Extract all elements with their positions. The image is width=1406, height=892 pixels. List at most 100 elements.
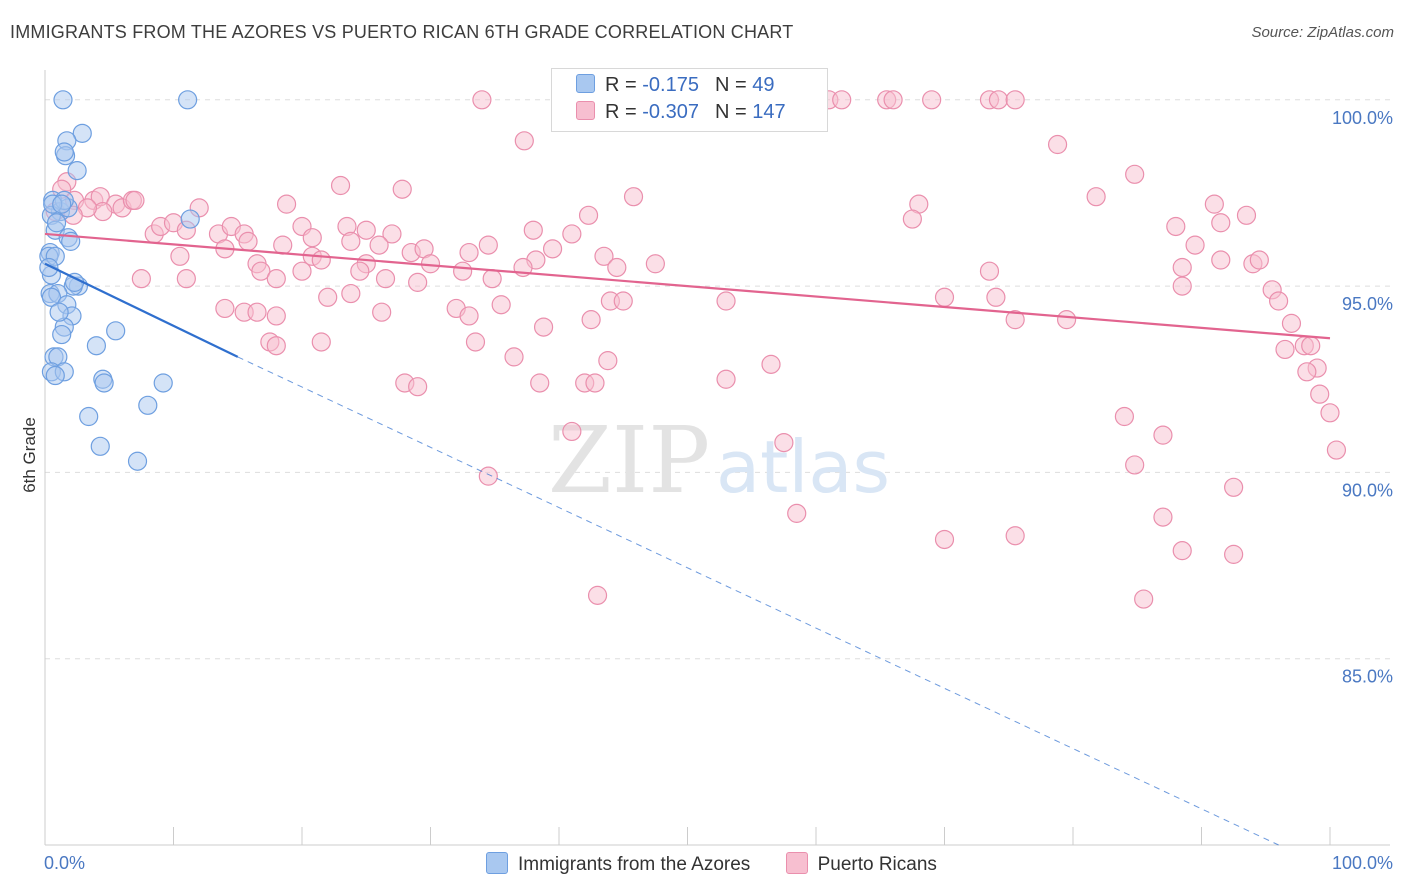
puerto-ricans-point-75 xyxy=(979,261,1000,281)
puerto-ricans-point-83 xyxy=(266,269,286,289)
puerto-ricans-point-145 xyxy=(1172,541,1192,561)
trend-lines xyxy=(44,232,1331,846)
puerto-ricans-point-114 xyxy=(266,336,286,356)
puerto-ricans-point-141 xyxy=(787,503,807,523)
azores-point-39 xyxy=(138,395,158,415)
puerto-ricans-point-26 xyxy=(276,194,297,214)
puerto-ricans-point-14 xyxy=(330,175,351,196)
puerto-ricans-point-56 xyxy=(369,235,389,255)
watermark-atlas: atlas xyxy=(716,425,890,509)
source-label: Source: ZipAtlas.com xyxy=(1251,24,1394,41)
puerto-ricans-point-109 xyxy=(581,310,601,330)
azores-n-label: N = xyxy=(714,74,753,96)
puerto-ricans-points xyxy=(45,90,1347,609)
puerto-ricans-point-29 xyxy=(1204,194,1224,214)
y-axis-title: 6th Grade xyxy=(20,417,39,493)
azores-point-1 xyxy=(178,90,198,110)
puerto-ricans-point-133 xyxy=(1114,406,1135,427)
puerto-ricans-point-81 xyxy=(170,246,190,266)
puerto-ricans-point-102 xyxy=(215,298,235,319)
puerto-ricans-point-12 xyxy=(1125,164,1145,184)
puerto-ricans-point-128 xyxy=(585,373,605,393)
y-tick-label-0: 85.0% xyxy=(1342,667,1393,687)
puerto-ricans-point-15 xyxy=(392,179,412,199)
puerto-ricans-point-98 xyxy=(716,291,736,311)
puerto-ricans-point-135 xyxy=(774,432,794,453)
y-tick-label-1: 90.0% xyxy=(1342,480,1393,500)
puerto-ricans-point-129 xyxy=(716,369,736,389)
series-legend: Immigrants from the Azores Puerto Ricans xyxy=(486,852,967,876)
azores-point-0 xyxy=(53,90,73,110)
puerto-ricans-point-144 xyxy=(1005,526,1025,546)
puerto-ricans-point-146 xyxy=(1224,544,1244,564)
legend-swatch-azores xyxy=(486,852,508,874)
puerto-ricans-point-86 xyxy=(375,269,396,289)
y-tick-label-2: 95.0% xyxy=(1342,294,1393,314)
puerto-ricans-point-134 xyxy=(562,421,582,442)
azores-point-40 xyxy=(79,406,99,427)
puerto-ricans-point-54 xyxy=(273,235,293,255)
x-tick-labels: 0.0% 100.0% xyxy=(44,853,1393,873)
puerto-ricans-point-9 xyxy=(1005,90,1025,110)
azores-point-12 xyxy=(180,209,200,229)
legend-row-puerto-ricans: R = -0.307 N = 147 xyxy=(576,101,786,127)
puerto-ricans-point-132 xyxy=(1320,403,1340,423)
azores-point-35 xyxy=(45,365,65,386)
puerto-ricans-point-58 xyxy=(542,239,563,259)
puerto-ricans-point-107 xyxy=(459,306,479,326)
puerto-ricans-point-112 xyxy=(1281,313,1302,333)
puerto-ricans-point-118 xyxy=(598,351,618,371)
puerto-ricans-point-121 xyxy=(1301,336,1321,356)
puerto-ricans-point-25 xyxy=(125,190,145,211)
puerto-ricans-point-106 xyxy=(372,302,392,322)
azores-swatch xyxy=(576,74,595,93)
legend-row-azores: R = -0.175 N = 49 xyxy=(576,74,774,100)
puerto-ricans-point-123 xyxy=(1275,339,1295,360)
azores-point-29 xyxy=(106,321,126,341)
puerto-ricans-point-125 xyxy=(408,377,428,397)
puerto-ricans-point-80 xyxy=(131,269,151,289)
puerto-ricans-point-77 xyxy=(1211,250,1231,270)
puerto-ricans-point-110 xyxy=(1005,310,1025,330)
puerto-ricans-point-136 xyxy=(1153,425,1173,445)
puerto-ricans-point-16 xyxy=(623,187,644,207)
puerto-ricans-point-92 xyxy=(318,287,338,307)
azores-point-30 xyxy=(86,336,107,356)
x-tick-label-0: 0.0% xyxy=(44,853,85,873)
azores-r-value: -0.175 xyxy=(642,74,699,96)
puerto-ricans-point-108 xyxy=(533,317,554,337)
legend-item-azores: Immigrants from the Azores xyxy=(486,852,750,876)
puerto-ricans-point-130 xyxy=(1297,362,1317,382)
puerto-ricans-point-142 xyxy=(1153,507,1173,527)
puerto-ricans-point-147 xyxy=(587,585,608,605)
puerto-ricans-point-99 xyxy=(934,287,955,307)
zipatlas-watermark: ZIP atlas xyxy=(548,407,890,514)
y-tick-label-3: 100.0% xyxy=(1332,108,1393,128)
puerto-ricans-point-105 xyxy=(266,306,286,326)
puerto-ricans-point-82 xyxy=(176,269,196,289)
puerto-ricans-trend-line xyxy=(44,232,1331,340)
puerto-ricans-point-74 xyxy=(645,254,665,274)
puerto-ricans-point-126 xyxy=(530,373,550,393)
puerto-ricans-point-57 xyxy=(478,235,498,255)
puerto-ricans-point-119 xyxy=(761,354,781,374)
puerto-ricans-point-101 xyxy=(1268,291,1289,311)
azores-point-37 xyxy=(94,373,114,393)
correlation-legend: R = -0.175 N = 49 R = -0.307 N = 147 xyxy=(551,68,828,132)
gridlines xyxy=(45,99,1390,660)
puerto-ricans-point-6 xyxy=(922,90,942,110)
azores-point-38 xyxy=(153,373,173,393)
puerto-ricans-point-65 xyxy=(251,261,271,281)
puerto-ricans-point-100 xyxy=(986,287,1006,307)
puerto-ricans-point-51 xyxy=(562,224,582,244)
chart-title: IMMIGRANTS FROM THE AZORES VS PUERTO RIC… xyxy=(10,22,794,42)
puerto-ricans-point-104 xyxy=(247,302,267,322)
puerto-ricans-point-143 xyxy=(934,529,955,550)
azores-trend-line xyxy=(44,262,239,358)
puerto-ricans-point-138 xyxy=(1125,455,1145,475)
legend-label-puerto-ricans: Puerto Ricans xyxy=(817,854,937,875)
azores-point-5 xyxy=(54,142,74,162)
legend-swatch-puerto-ricans xyxy=(785,852,808,874)
puerto-ricans-point-10 xyxy=(514,131,534,151)
puerto-ricans-point-3 xyxy=(832,90,852,110)
